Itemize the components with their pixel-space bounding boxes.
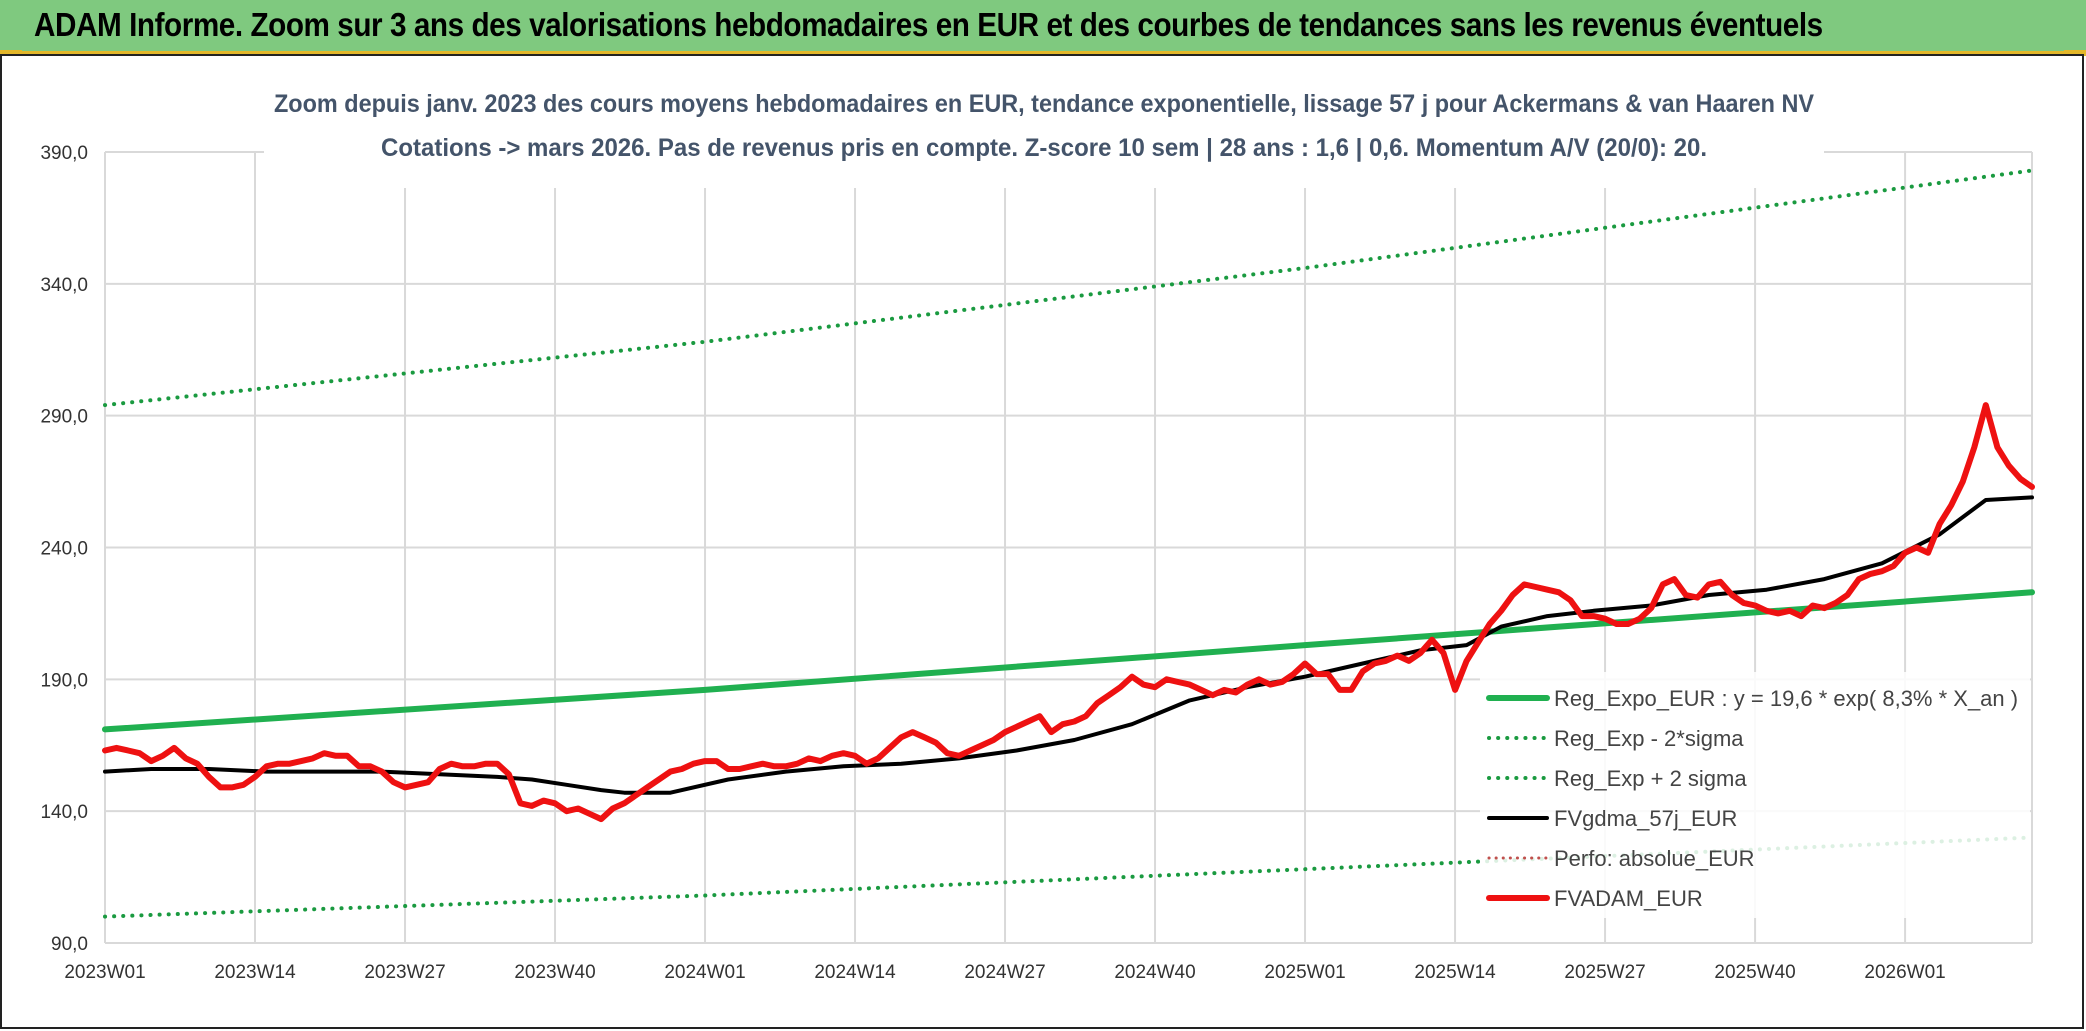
y-tick-label: 290,0 (40, 407, 88, 428)
legend-label: Reg_Exp - 2*sigma (1554, 726, 1744, 751)
series-line-fvadam_eur (102, 402, 2035, 823)
legend-label: Reg_Exp + 2 sigma (1554, 766, 1747, 791)
x-tick-label: 2025W40 (1714, 962, 1795, 983)
x-tick-label: 2023W40 (514, 962, 595, 983)
accent-corner-right (2064, 50, 2086, 56)
x-tick-label: 2025W14 (1414, 962, 1496, 983)
legend-background (1480, 672, 2030, 918)
x-tick-label: 2024W40 (1114, 962, 1195, 983)
chart-title: Zoom depuis janv. 2023 des cours moyens … (274, 90, 1814, 118)
title-background (264, 76, 1824, 188)
chart-subtitle: Cotations -> mars 2026. Pas de revenus p… (381, 134, 1707, 162)
series-line-reg_expo_eur (102, 589, 2035, 733)
x-tick-label: 2023W27 (364, 962, 445, 983)
y-tick-label: 390,0 (40, 143, 88, 164)
x-tick-label: 2024W27 (964, 962, 1045, 983)
line-chart: 90,0 140,0 190,0 240,0 290,0 340,0 390,0 2023W0… (40, 76, 2035, 983)
x-tick-label: 2024W14 (814, 962, 896, 983)
x-tick-label: 2024W01 (664, 962, 745, 983)
x-tick-label: 2023W14 (214, 962, 296, 983)
series-line-reg_exp (103, 168, 2034, 408)
x-tick-label: 2025W01 (1264, 962, 1345, 983)
report-title: ADAM Informe. Zoom sur 3 ans des valoris… (34, 6, 1823, 43)
y-tick-label: 190,0 (40, 670, 88, 691)
x-tick-label: 2025W27 (1564, 962, 1645, 983)
x-tick-label: 2023W01 (64, 962, 145, 983)
legend-label: FVgdma_57j_EUR (1554, 806, 1737, 831)
accent-corner-left (0, 50, 22, 56)
y-tick-label: 140,0 (40, 802, 88, 823)
y-tick-label: 240,0 (40, 539, 88, 560)
legend-label: Reg_Expo_EUR : y = 19,6 * exp( 8,3% * X_… (1554, 686, 2018, 711)
y-tick-label: 90,0 (51, 934, 88, 955)
report-banner: ADAM Informe. Zoom sur 3 ans des valoris… (0, 0, 2086, 54)
x-tick-label: 2026W01 (1864, 962, 1945, 983)
legend-label: Perfo: absolue_EUR (1554, 846, 1755, 871)
chart-frame: 90,0 140,0 190,0 240,0 290,0 340,0 390,0 2023W0… (0, 54, 2084, 1029)
legend-label: FVADAM_EUR (1554, 886, 1703, 911)
y-tick-label: 340,0 (40, 275, 88, 296)
